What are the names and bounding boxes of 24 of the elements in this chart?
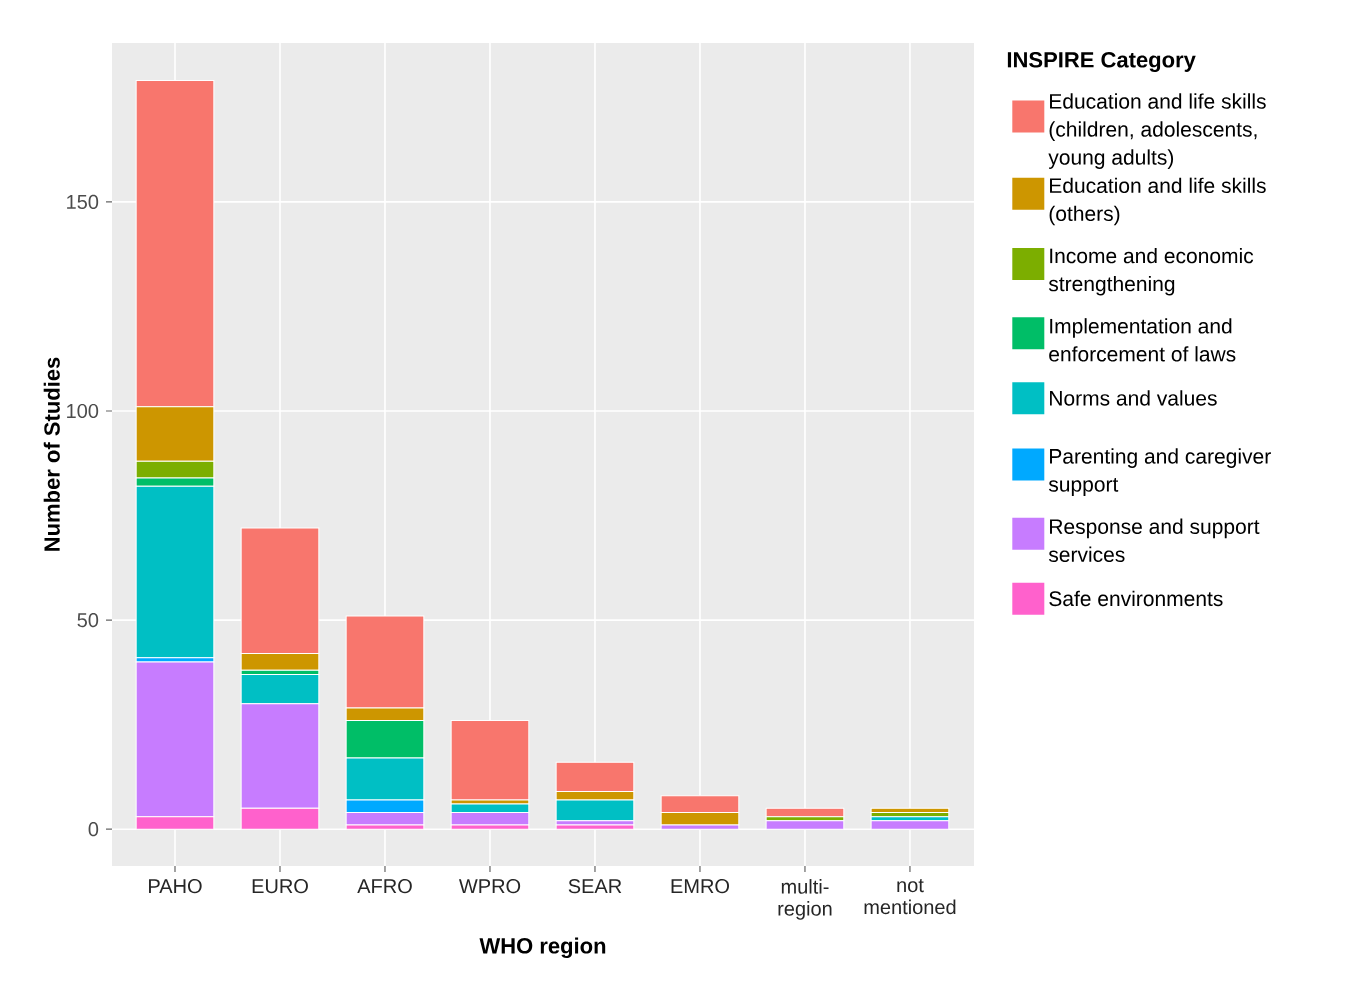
legend-label: Parenting and caregiver support [1048, 448, 1271, 496]
y-tick-label: 150 [67, 194, 99, 209]
legend-label: Income and economic strengthening [1048, 247, 1254, 296]
x-tick-label: PAHO [149, 879, 202, 894]
bar [450, 719, 530, 801]
x-tick-label: AFRO [357, 879, 412, 894]
x-tick-label: SEAR [568, 879, 622, 894]
legend-title: INSPIRE Category [1007, 52, 1196, 73]
x-tick-label: EMRO [671, 879, 730, 894]
legend-label: Education and life skills (others) [1049, 177, 1266, 226]
x-tick-label: EURO [252, 879, 308, 894]
legend-label: Norms and values [1050, 390, 1217, 406]
y-axis-title: Number of Studies [43, 357, 60, 551]
legend-label: Implementation and enforcement of laws [1049, 318, 1236, 362]
legend-label: Safe environments [1049, 590, 1223, 607]
x-tick-label: multi-region [778, 879, 832, 920]
legend-label: Education and life skills (children, adolescents, young adults) [1048, 93, 1266, 169]
y-tick-label: 0 [88, 822, 99, 837]
x-axis-title: WHO region [479, 937, 606, 959]
x-tick-label: WPRO [458, 879, 521, 894]
y-tick-label: 50 [77, 613, 99, 628]
legend-label: Response and support services [1048, 518, 1260, 563]
x-tick-label: not mentioned [864, 879, 956, 915]
y-tick-label: 100 [67, 403, 99, 419]
